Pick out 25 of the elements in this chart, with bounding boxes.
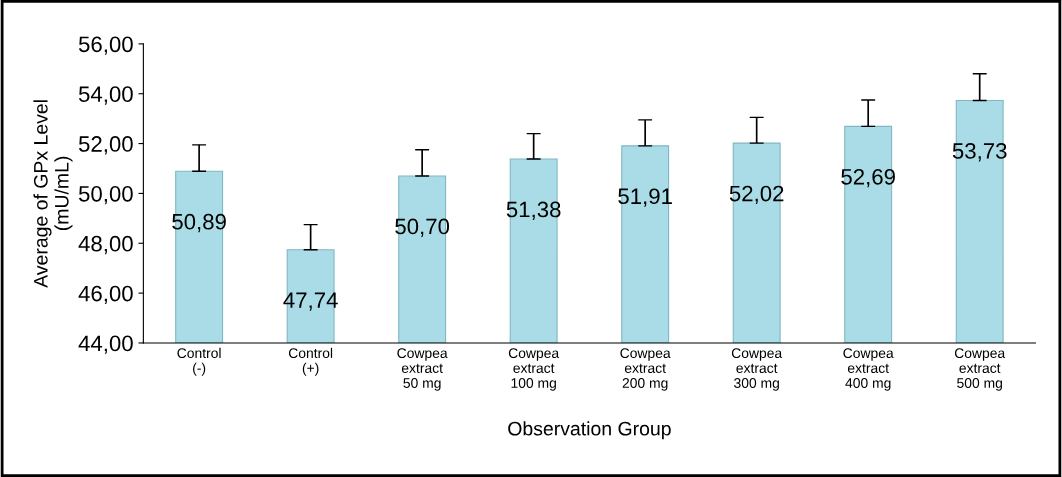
x-tick-label: Cowpea extract 100 mg	[508, 348, 560, 391]
x-axis-title: Observation Group	[508, 421, 671, 440]
x-tick-label: Cowpea extract 500 mg	[954, 348, 1006, 391]
y-tick-label: 44,00	[78, 335, 133, 354]
y-tick-label: 56,00	[78, 36, 133, 55]
x-tick-label: Control (-)	[177, 347, 221, 376]
data-label: 53,73	[952, 143, 1007, 162]
data-label: 50,89	[172, 213, 226, 233]
x-tick-label: Cowpea extract 50 mg	[397, 348, 448, 391]
y-tick-label: 50,00	[78, 185, 133, 205]
y-tick-label: 54,00	[78, 86, 133, 105]
data-label: 51,38	[506, 201, 561, 220]
x-tick-label: Control (+)	[288, 347, 333, 376]
y-axis-title: Average of GPx Level (mU/mL)	[33, 100, 73, 288]
y-tick-label: 46,00	[78, 285, 133, 305]
data-label: 50,70	[395, 218, 450, 237]
x-tick-label: Cowpea extract 400 mg	[843, 348, 894, 391]
data-label: 52,69	[841, 168, 895, 188]
data-label: 47,74	[283, 292, 338, 311]
data-label: 51,91	[618, 188, 672, 207]
x-tick-label: Cowpea extract 300 mg	[731, 348, 783, 391]
x-tick-label: Cowpea extract 200 mg	[620, 348, 671, 391]
data-label: 52,02	[729, 185, 784, 205]
y-tick-label: 52,00	[78, 136, 133, 155]
y-tick-label: 48,00	[78, 235, 133, 255]
